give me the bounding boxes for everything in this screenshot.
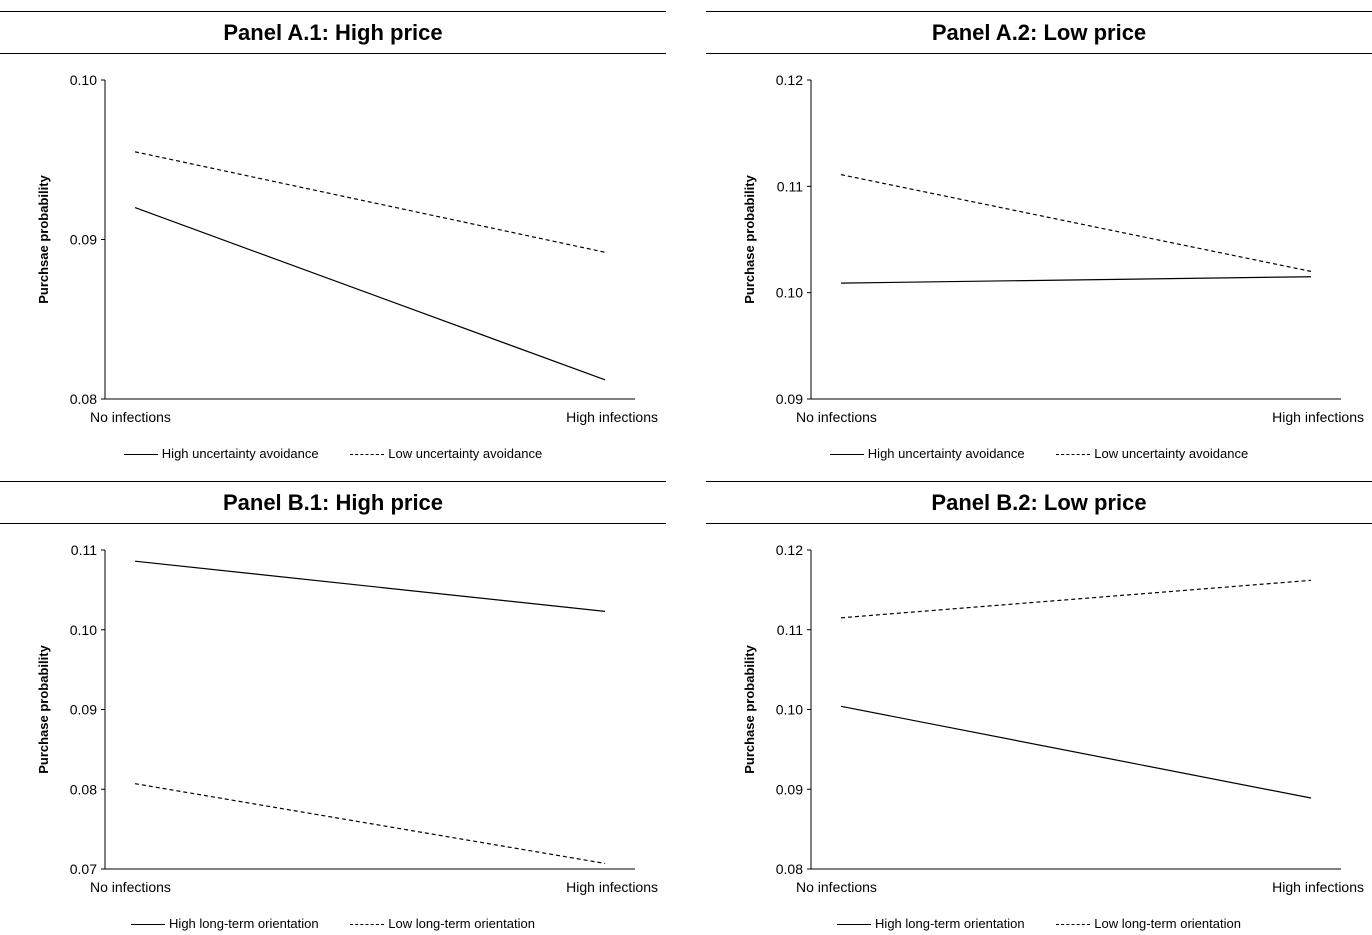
legend: High uncertainty avoidance Low uncertain… <box>0 446 666 461</box>
y-tick-label: 0.09 <box>70 702 97 718</box>
dashed-line-swatch <box>350 454 385 456</box>
y-axis-label: Purchase probability <box>742 644 757 773</box>
legend-item-solid: High long-term orientation <box>131 916 319 931</box>
legend: High long-term orientation Low long-term… <box>0 916 666 931</box>
legend: High long-term orientation Low long-term… <box>706 916 1372 931</box>
legend-label: High uncertainty avoidance <box>161 446 319 461</box>
legend-label: Low uncertainty avoidance <box>388 446 543 461</box>
y-tick-label: 0.07 <box>70 861 97 877</box>
x-tick-label: High infections <box>1272 879 1364 895</box>
chart-panel-b2: Panel B.2: Low price 0.08 0.09 0.10 0.11 0.1… <box>706 470 1372 932</box>
legend-label: High long-term orientation <box>875 916 1025 931</box>
y-tick-label: 0.10 <box>776 285 803 301</box>
series-line-dashed <box>134 151 606 253</box>
solid-line-swatch <box>829 454 864 456</box>
y-tick-label: 0.09 <box>776 781 803 797</box>
y-tick-label: 0.10 <box>776 702 803 718</box>
legend-label: High uncertainty avoidance <box>867 446 1025 461</box>
y-axis-label: Purchase probability <box>36 644 51 773</box>
y-tick-label: 0.09 <box>70 232 97 248</box>
chart-panel-a2: Panel A.2: Low price 0.09 0.10 0.11 0.12 No … <box>706 0 1372 462</box>
x-tick-label: No infections <box>796 879 877 895</box>
dashed-line-swatch <box>1056 454 1091 456</box>
y-tick-label: 0.10 <box>70 622 97 638</box>
panel-title: Panel B.2: Low price <box>706 481 1372 524</box>
chart-panel-a1: Panel A.1: High price 0.08 0.09 0.10 No inf… <box>0 0 666 462</box>
y-tick-label: 0.11 <box>71 542 97 558</box>
legend-item-solid: High uncertainty avoidance <box>829 446 1025 461</box>
line-chart: 0.09 0.10 0.11 0.12 No infections High infect… <box>742 72 1364 425</box>
legend-label: Low long-term orientation <box>388 916 535 931</box>
legend: High uncertainty avoidance Low uncertain… <box>706 446 1372 461</box>
y-tick-label: 0.08 <box>776 861 803 877</box>
legend-item-dashed: Low uncertainty avoidance <box>1056 446 1248 461</box>
series-line-dashed <box>134 783 606 865</box>
legend-item-solid: High uncertainty avoidance <box>123 446 319 461</box>
chart-panel-b1: Panel B.1: High price 0.07 0.08 0.09 0.10 0.… <box>0 470 666 932</box>
series-line-dashed <box>840 174 1312 272</box>
legend-item-dashed: Low uncertainty avoidance <box>350 446 542 461</box>
x-tick-label: High infections <box>566 879 658 895</box>
solid-line-swatch <box>131 924 166 926</box>
line-chart: 0.08 0.09 0.10 0.11 0.12 No infections High in… <box>742 542 1364 895</box>
y-axis-label: Purchase probability <box>742 174 757 303</box>
x-tick-label: High infections <box>1272 409 1364 425</box>
legend-label: Low uncertainty avoidance <box>1094 446 1249 461</box>
y-axis-label: Purchsae probability <box>36 174 51 303</box>
y-tick-label: 0.12 <box>776 72 803 88</box>
dashed-line-swatch <box>1056 924 1091 926</box>
series-line-solid <box>840 705 1312 799</box>
series-line-solid <box>840 276 1312 284</box>
series-line-dashed <box>840 579 1312 619</box>
y-tick-label: 0.09 <box>776 391 803 407</box>
panel-title: Panel A.2: Low price <box>706 11 1372 54</box>
legend-label: Low long-term orientation <box>1094 916 1241 931</box>
y-tick-label: 0.12 <box>776 542 803 558</box>
y-tick-label: 0.11 <box>777 622 803 638</box>
panel-title: Panel A.1: High price <box>0 11 666 54</box>
y-tick-label: 0.08 <box>70 781 97 797</box>
legend-label: High long-term orientation <box>169 916 319 931</box>
legend-item-solid: High long-term orientation <box>837 916 1025 931</box>
line-chart: 0.07 0.08 0.09 0.10 0.11 No infections High in… <box>36 542 658 895</box>
x-tick-label: No infections <box>90 879 171 895</box>
x-tick-label: No infections <box>796 409 877 425</box>
y-tick-label: 0.11 <box>777 178 803 194</box>
line-chart: 0.08 0.09 0.10 No infections High infections… <box>36 72 658 425</box>
series-line-solid <box>134 207 606 381</box>
x-tick-label: No infections <box>90 409 171 425</box>
series-line-solid <box>134 560 606 613</box>
y-tick-label: 0.10 <box>70 72 97 88</box>
legend-item-dashed: Low long-term orientation <box>1056 916 1241 931</box>
y-tick-label: 0.08 <box>70 391 97 407</box>
solid-line-swatch <box>123 454 158 456</box>
legend-item-dashed: Low long-term orientation <box>350 916 535 931</box>
x-tick-label: High infections <box>566 409 658 425</box>
solid-line-swatch <box>837 924 872 926</box>
dashed-line-swatch <box>350 924 385 926</box>
panel-title: Panel B.1: High price <box>0 481 666 524</box>
